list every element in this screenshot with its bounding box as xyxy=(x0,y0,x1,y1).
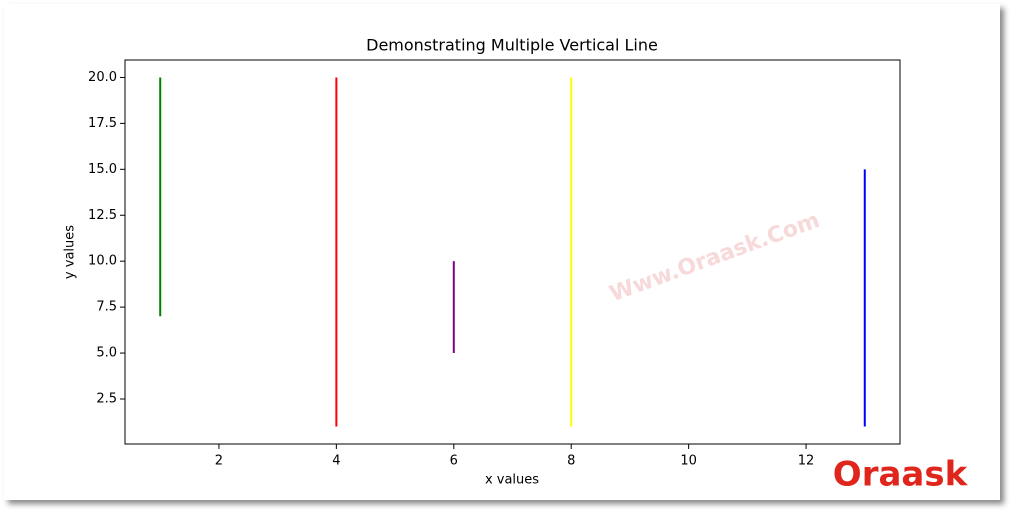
x-tick-label: 8 xyxy=(567,454,575,469)
logo: Oraask xyxy=(833,455,969,495)
y-tick-label: 15.0 xyxy=(88,162,117,177)
chart-title: Demonstrating Multiple Vertical Line xyxy=(366,36,658,55)
y-tick-label: 12.5 xyxy=(88,208,117,223)
x-tick-label: 2 xyxy=(215,454,223,469)
y-tick-label: 10.0 xyxy=(88,254,117,269)
x-axis-label: x values xyxy=(485,473,539,488)
frame xyxy=(4,4,1000,500)
y-tick-label: 5.0 xyxy=(96,346,117,361)
y-axis-label: y values xyxy=(63,225,78,279)
x-tick-label: 4 xyxy=(332,454,340,469)
y-tick-label: 2.5 xyxy=(96,391,117,406)
x-tick-label: 12 xyxy=(798,454,815,469)
x-tick-label: 6 xyxy=(450,454,458,469)
y-tick-label: 7.5 xyxy=(96,300,117,315)
x-tick-label: 10 xyxy=(680,454,697,469)
y-tick-label: 17.5 xyxy=(88,116,117,131)
y-tick-label: 20.0 xyxy=(88,70,117,85)
plot-frame xyxy=(124,59,901,445)
